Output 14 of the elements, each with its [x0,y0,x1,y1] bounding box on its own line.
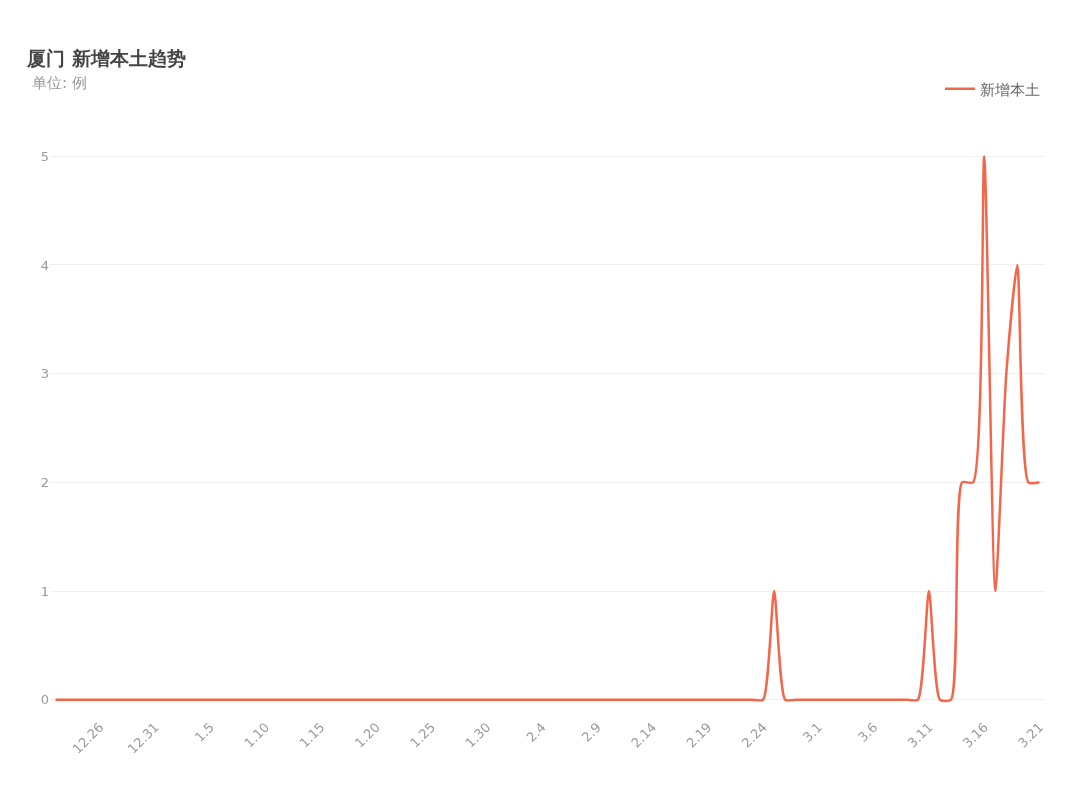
x-tick-label: 3.6 [855,719,881,745]
x-tick-label: 2.9 [578,719,604,745]
y-tick-label: 2 [40,474,49,490]
y-tick-label: 0 [40,692,49,708]
y-tick-label: 3 [40,366,49,382]
y-tick-label: 5 [40,148,49,164]
chart-title: 厦门 新增本土趋势 [26,47,186,70]
chart-subtitle: 单位: 例 [32,74,87,92]
y-tick-label: 4 [40,257,49,273]
legend-label: 新增本土 [980,80,1040,99]
x-tick-label: 2.4 [523,719,549,745]
x-tick-label: 1.5 [191,719,218,745]
y-tick-label: 1 [40,583,49,599]
x-tick-label: 3.1 [799,719,826,745]
